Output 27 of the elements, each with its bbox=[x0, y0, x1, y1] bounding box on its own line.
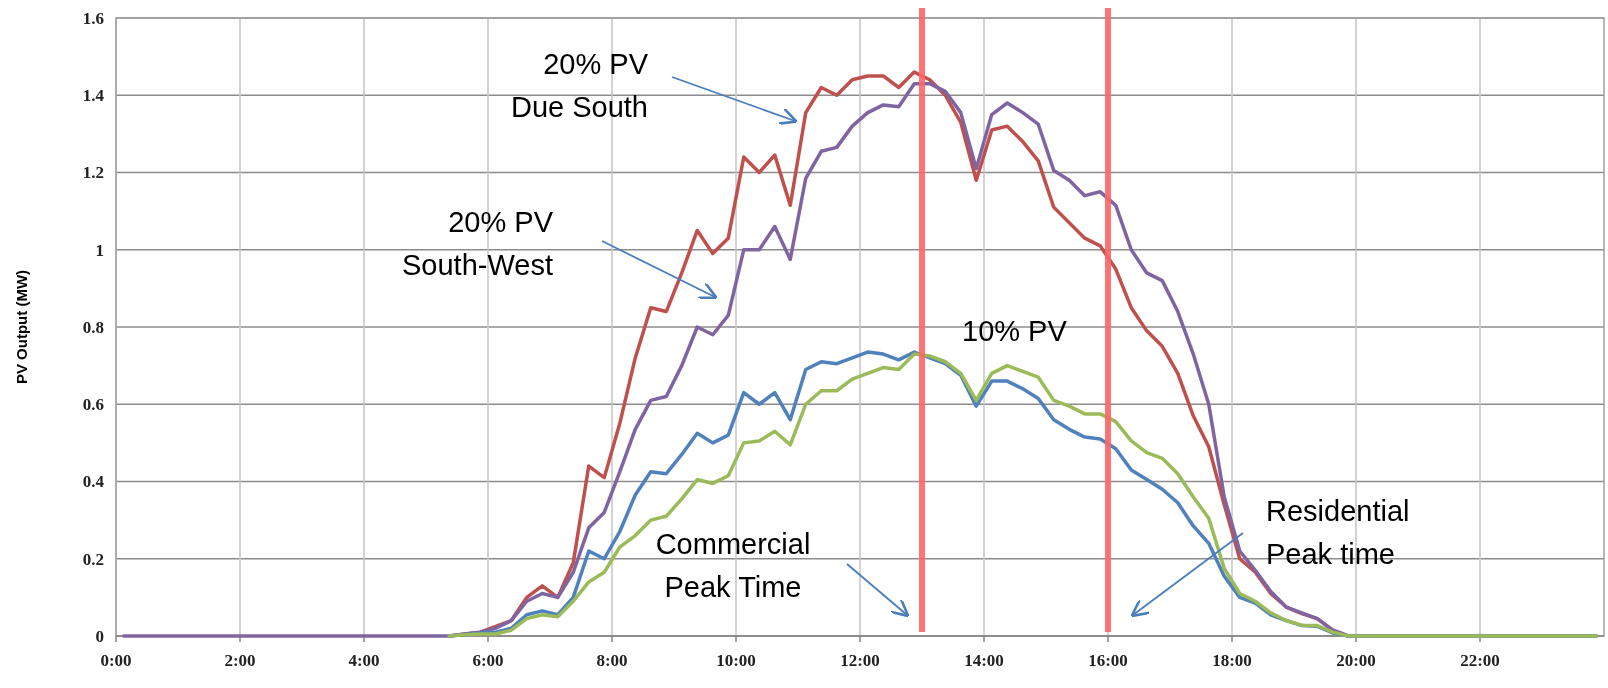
x-tick-label: 16:00 bbox=[1088, 651, 1128, 670]
x-tick-label: 4:00 bbox=[348, 651, 380, 670]
x-tick-label: 12:00 bbox=[840, 651, 880, 670]
y-tick-label: 0.2 bbox=[82, 549, 104, 569]
y-tick-label: 0 bbox=[95, 626, 104, 646]
y-tick-label: 1.4 bbox=[82, 86, 105, 106]
x-tick-label: 8:00 bbox=[596, 651, 628, 670]
y-tick-label: 1.6 bbox=[82, 8, 104, 28]
annotation: Residential Peak time bbox=[1266, 495, 1410, 570]
x-tick-label: 0:00 bbox=[100, 651, 132, 670]
y-axis-title: PV Output (MW) bbox=[13, 269, 31, 385]
x-tick-label: 18:00 bbox=[1212, 651, 1252, 670]
annotation: 20% PV South-West bbox=[402, 206, 554, 281]
y-tick-label: 1 bbox=[95, 240, 104, 260]
y-tick-label: 0.8 bbox=[82, 317, 104, 337]
y-tick-label: 1.2 bbox=[82, 163, 104, 183]
x-tick-label: 20:00 bbox=[1336, 651, 1376, 670]
x-tick-label: 22:00 bbox=[1460, 651, 1500, 670]
x-tick-label: 2:00 bbox=[224, 651, 256, 670]
y-tick-label: 0.4 bbox=[82, 472, 105, 492]
x-tick-label: 14:00 bbox=[964, 651, 1004, 670]
annotation: 20% PV Due South bbox=[510, 48, 649, 123]
y-tick-label: 0.6 bbox=[82, 395, 104, 415]
annotation: 10% PV bbox=[962, 315, 1068, 347]
x-tick-label: 6:00 bbox=[472, 651, 504, 670]
annotation: Commercial Peak Time bbox=[655, 528, 811, 603]
x-tick-label: 10:00 bbox=[716, 651, 756, 670]
